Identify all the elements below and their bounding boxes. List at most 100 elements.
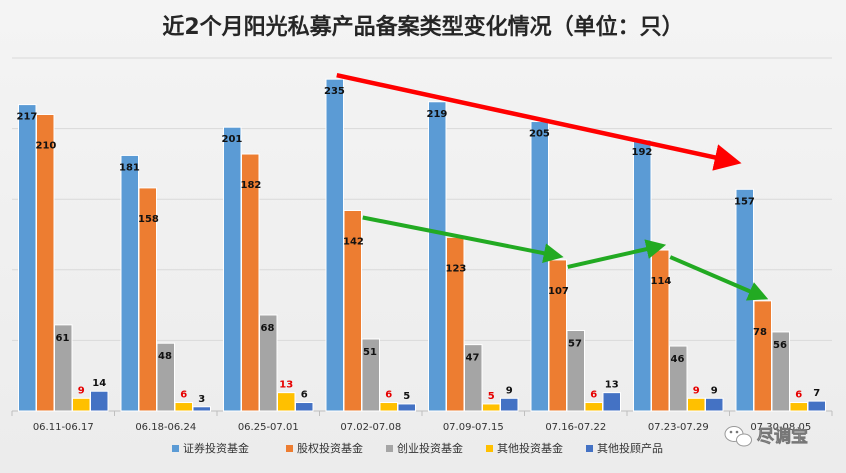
data-label: 142 bbox=[343, 236, 364, 247]
bar bbox=[277, 392, 296, 412]
bar bbox=[90, 390, 109, 412]
bar bbox=[807, 400, 826, 412]
bar bbox=[174, 402, 193, 412]
data-label: 3 bbox=[198, 394, 205, 405]
data-label: 9 bbox=[78, 385, 85, 396]
bar bbox=[687, 397, 706, 412]
data-label: 210 bbox=[36, 140, 57, 151]
data-label: 13 bbox=[605, 380, 619, 391]
bar bbox=[771, 331, 790, 412]
bar bbox=[566, 330, 585, 412]
data-label: 68 bbox=[261, 323, 275, 334]
data-label: 205 bbox=[529, 129, 550, 140]
data-label: 107 bbox=[548, 286, 569, 297]
data-label: 9 bbox=[711, 385, 718, 396]
legend-label: 创业投资基金 bbox=[397, 441, 463, 455]
bar bbox=[428, 101, 447, 412]
data-label: 235 bbox=[324, 86, 345, 97]
data-label: 9 bbox=[506, 385, 513, 396]
bar bbox=[530, 121, 549, 412]
bar bbox=[500, 397, 519, 412]
bar bbox=[584, 402, 603, 412]
x-tick-label: 07.30-08.05 bbox=[750, 422, 811, 433]
data-label: 47 bbox=[466, 353, 480, 364]
bar bbox=[192, 406, 211, 412]
green-trend-arrow bbox=[362, 215, 564, 264]
x-tick-label: 07.23-07.29 bbox=[648, 422, 709, 433]
legend-label: 证券投资基金 bbox=[183, 441, 249, 455]
data-label: 192 bbox=[632, 147, 653, 158]
bar bbox=[379, 402, 398, 412]
data-label: 5 bbox=[403, 391, 410, 402]
trend-arrows bbox=[336, 72, 769, 301]
data-label: 5 bbox=[488, 391, 495, 402]
bar bbox=[669, 345, 688, 412]
legend-label: 股权投资基金 bbox=[297, 441, 363, 455]
x-axis-ticks: 06.11-06.17 06.18-06.24 06.25-07.01 07.02-0… bbox=[33, 422, 811, 433]
bars bbox=[18, 78, 826, 412]
data-label: 6 bbox=[180, 390, 187, 401]
data-labels: 217 181 201 235 219 205 192 157 210 158 182 142 123 1… bbox=[17, 86, 821, 405]
data-label: 123 bbox=[446, 263, 467, 274]
bar bbox=[36, 113, 55, 412]
x-tick-label: 06.18-06.24 bbox=[135, 422, 196, 433]
legend-swatch bbox=[286, 445, 293, 452]
wechat-icon bbox=[724, 426, 752, 447]
data-label: 61 bbox=[56, 333, 70, 344]
data-label: 7 bbox=[813, 388, 820, 399]
legend-swatch bbox=[586, 445, 593, 452]
legend-label: 其他投顾产品 bbox=[597, 441, 663, 455]
legend-swatch bbox=[386, 445, 393, 452]
data-label: 9 bbox=[693, 385, 700, 396]
bar bbox=[343, 209, 362, 412]
data-label: 6 bbox=[385, 390, 392, 401]
bar bbox=[120, 154, 139, 412]
bar bbox=[397, 403, 416, 412]
bar bbox=[295, 402, 314, 412]
bar bbox=[602, 392, 621, 412]
data-label: 157 bbox=[734, 196, 755, 207]
legend-label: 其他投资基金 bbox=[497, 441, 563, 455]
bar bbox=[223, 126, 242, 412]
data-label: 51 bbox=[363, 347, 377, 358]
data-label: 48 bbox=[158, 351, 172, 362]
data-label: 13 bbox=[279, 380, 293, 391]
bar bbox=[325, 78, 344, 412]
bar bbox=[156, 342, 175, 412]
green-trend-arrow bbox=[669, 255, 769, 301]
data-label: 6 bbox=[795, 390, 802, 401]
data-label: 6 bbox=[301, 390, 308, 401]
bar bbox=[54, 324, 73, 412]
data-label: 201 bbox=[222, 134, 243, 145]
bar bbox=[789, 402, 808, 412]
data-label: 14 bbox=[92, 378, 106, 389]
bar bbox=[482, 403, 501, 412]
x-tick-label: 07.09-07.15 bbox=[443, 422, 504, 433]
data-label: 6 bbox=[590, 390, 597, 401]
bar bbox=[259, 314, 278, 412]
bar bbox=[361, 338, 380, 412]
x-tick-label: 06.11-06.17 bbox=[33, 422, 94, 433]
data-label: 217 bbox=[17, 112, 38, 123]
data-label: 181 bbox=[119, 162, 140, 173]
legend: 证券投资基金 股权投资基金 创业投资基金 其他投资基金 其他投顾产品 bbox=[172, 441, 663, 455]
legend-swatch bbox=[486, 445, 493, 452]
watermark: 尽调宝 bbox=[724, 426, 808, 447]
data-label: 78 bbox=[753, 327, 767, 338]
bar bbox=[138, 187, 157, 412]
legend-swatch bbox=[172, 445, 179, 452]
bar bbox=[753, 300, 772, 412]
x-tick-label: 07.02-07.08 bbox=[340, 422, 401, 433]
watermark-text: 尽调宝 bbox=[757, 426, 808, 447]
bar bbox=[735, 188, 754, 412]
data-label: 158 bbox=[138, 214, 159, 225]
bar bbox=[548, 259, 567, 412]
chart-title: 近2个月阳光私募产品备案类型变化情况（单位：只） bbox=[162, 14, 683, 40]
green-trend-arrow bbox=[567, 239, 667, 269]
data-label: 57 bbox=[568, 339, 582, 350]
data-label: 219 bbox=[427, 109, 448, 120]
bar bbox=[651, 249, 670, 412]
red-trend-arrow bbox=[336, 72, 742, 171]
bar bbox=[705, 397, 724, 412]
